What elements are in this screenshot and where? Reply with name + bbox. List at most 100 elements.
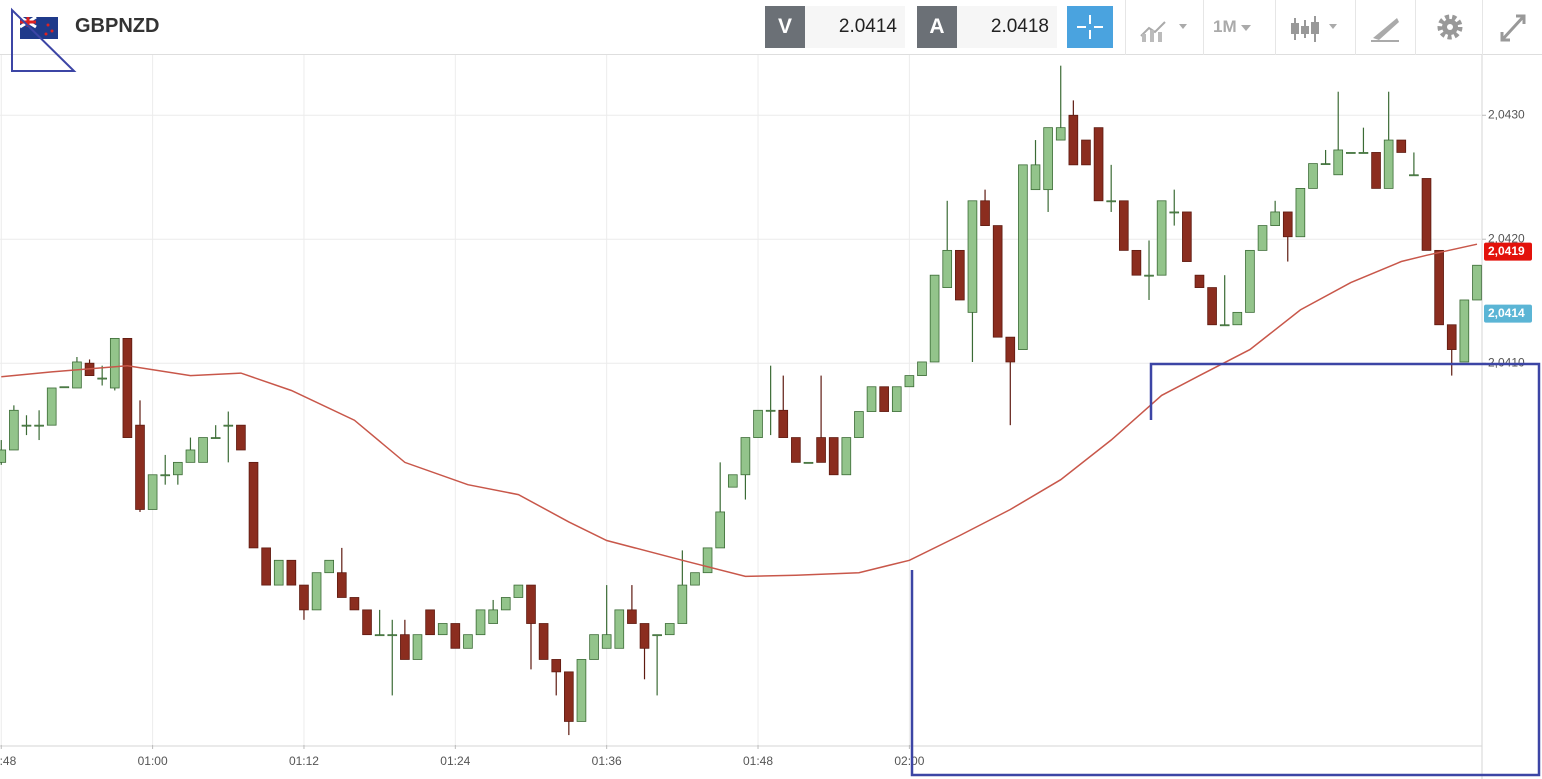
x-tick-label: 01:00 (138, 754, 168, 768)
sell-button[interactable]: V (765, 6, 805, 48)
y-tick-label: 2,0420 (1488, 231, 1525, 245)
candle-body (538, 623, 549, 660)
x-tick-label: 00:48 (0, 754, 17, 768)
candle-body (1194, 274, 1205, 288)
candle-body (1245, 249, 1255, 313)
candle-body (1081, 139, 1091, 166)
candle-body (841, 437, 852, 476)
candle-body (135, 424, 145, 510)
candle-style-button[interactable] (1285, 6, 1345, 48)
candle-body (1005, 336, 1016, 363)
candle-body (374, 634, 385, 637)
x-tick-label: 01:36 (592, 754, 622, 768)
candle-body (299, 584, 309, 611)
timeframe: 1M (1213, 17, 1237, 36)
separator (1415, 0, 1416, 55)
candle-body (437, 623, 448, 636)
candle-body (160, 474, 171, 477)
candle-body (1207, 287, 1217, 326)
candle-body (513, 584, 524, 598)
candle-body (778, 409, 789, 438)
candle-body (1156, 200, 1167, 276)
candle-body (273, 559, 284, 586)
candle-body (929, 274, 940, 363)
candle-body (1219, 324, 1230, 327)
candle-body (828, 437, 839, 476)
candle-body (854, 411, 864, 438)
buy-price: 2.0418 (957, 6, 1057, 48)
candle-body (740, 437, 751, 476)
x-tick-label: 01:24 (440, 754, 470, 768)
fullscreen-button[interactable] (1494, 6, 1534, 48)
candle-body (803, 461, 814, 464)
timeframe-button[interactable]: 1M (1213, 6, 1263, 48)
candle-body (652, 634, 662, 637)
draw-button[interactable] (1365, 6, 1405, 48)
settings-button[interactable] (1432, 6, 1472, 48)
chart-type-button[interactable] (1135, 6, 1195, 48)
price-tag (1484, 242, 1532, 261)
crosshair-button[interactable] (1067, 6, 1113, 48)
candle-body (879, 386, 889, 412)
candle-body (173, 461, 183, 476)
x-tick-label: 02:00 (894, 754, 924, 768)
separator (1482, 0, 1483, 55)
candle-body (147, 474, 158, 510)
candle-body (46, 387, 57, 426)
candle-body (109, 337, 120, 389)
symbol: GBPNZD (75, 15, 160, 37)
candle-body (1270, 211, 1280, 226)
separator (1125, 0, 1126, 55)
candle-body (1030, 164, 1041, 191)
candle-body (1383, 139, 1394, 189)
candle-body (589, 634, 599, 660)
candle-body (1446, 324, 1457, 350)
candle-body (1257, 225, 1268, 251)
candle-body (349, 597, 360, 611)
candle-body (614, 609, 625, 649)
candle-body (488, 609, 498, 624)
candle-body (223, 424, 234, 427)
separator (1355, 0, 1356, 55)
candle-body (1043, 127, 1053, 191)
candle-body (1018, 164, 1028, 350)
candle-body (690, 572, 700, 586)
buy-button[interactable]: A (917, 6, 957, 48)
candle-body (715, 511, 726, 549)
candle-body (210, 437, 221, 439)
candle-body (904, 375, 915, 388)
candle-body (576, 659, 587, 722)
candle-body (261, 547, 271, 586)
candle-body (753, 409, 763, 438)
candle-body (198, 437, 208, 463)
candle-body (1182, 211, 1192, 262)
candle-body (1371, 152, 1381, 189)
candle-body (601, 634, 612, 649)
candle-body (97, 377, 107, 380)
candle-body (702, 547, 713, 574)
candle-body (627, 609, 637, 624)
candle-body (34, 424, 44, 427)
price-tag-label: 2,0414 (1488, 306, 1525, 320)
candle-body (816, 437, 826, 463)
candle-body (400, 634, 410, 660)
candle-body (286, 559, 297, 586)
price-tag (1484, 304, 1532, 323)
candle-body (21, 424, 32, 427)
candle-body (1333, 149, 1344, 176)
candle-body (362, 609, 372, 636)
candle-body (1409, 174, 1419, 177)
candle-body (727, 474, 738, 488)
candle-body (891, 386, 902, 412)
candle-body (1118, 200, 1129, 251)
separator (1275, 0, 1276, 55)
sell-price: 2.0414 (805, 6, 905, 48)
candle-body (917, 361, 927, 376)
candle-body (992, 225, 1003, 338)
candle-body (311, 572, 322, 611)
moving-average (1, 243, 1478, 578)
candle-body (1295, 188, 1306, 238)
candle-body (122, 337, 133, 438)
candle-body (72, 361, 82, 389)
